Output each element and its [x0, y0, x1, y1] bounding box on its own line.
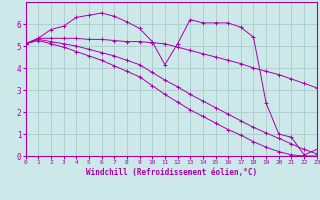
X-axis label: Windchill (Refroidissement éolien,°C): Windchill (Refroidissement éolien,°C): [86, 168, 257, 177]
